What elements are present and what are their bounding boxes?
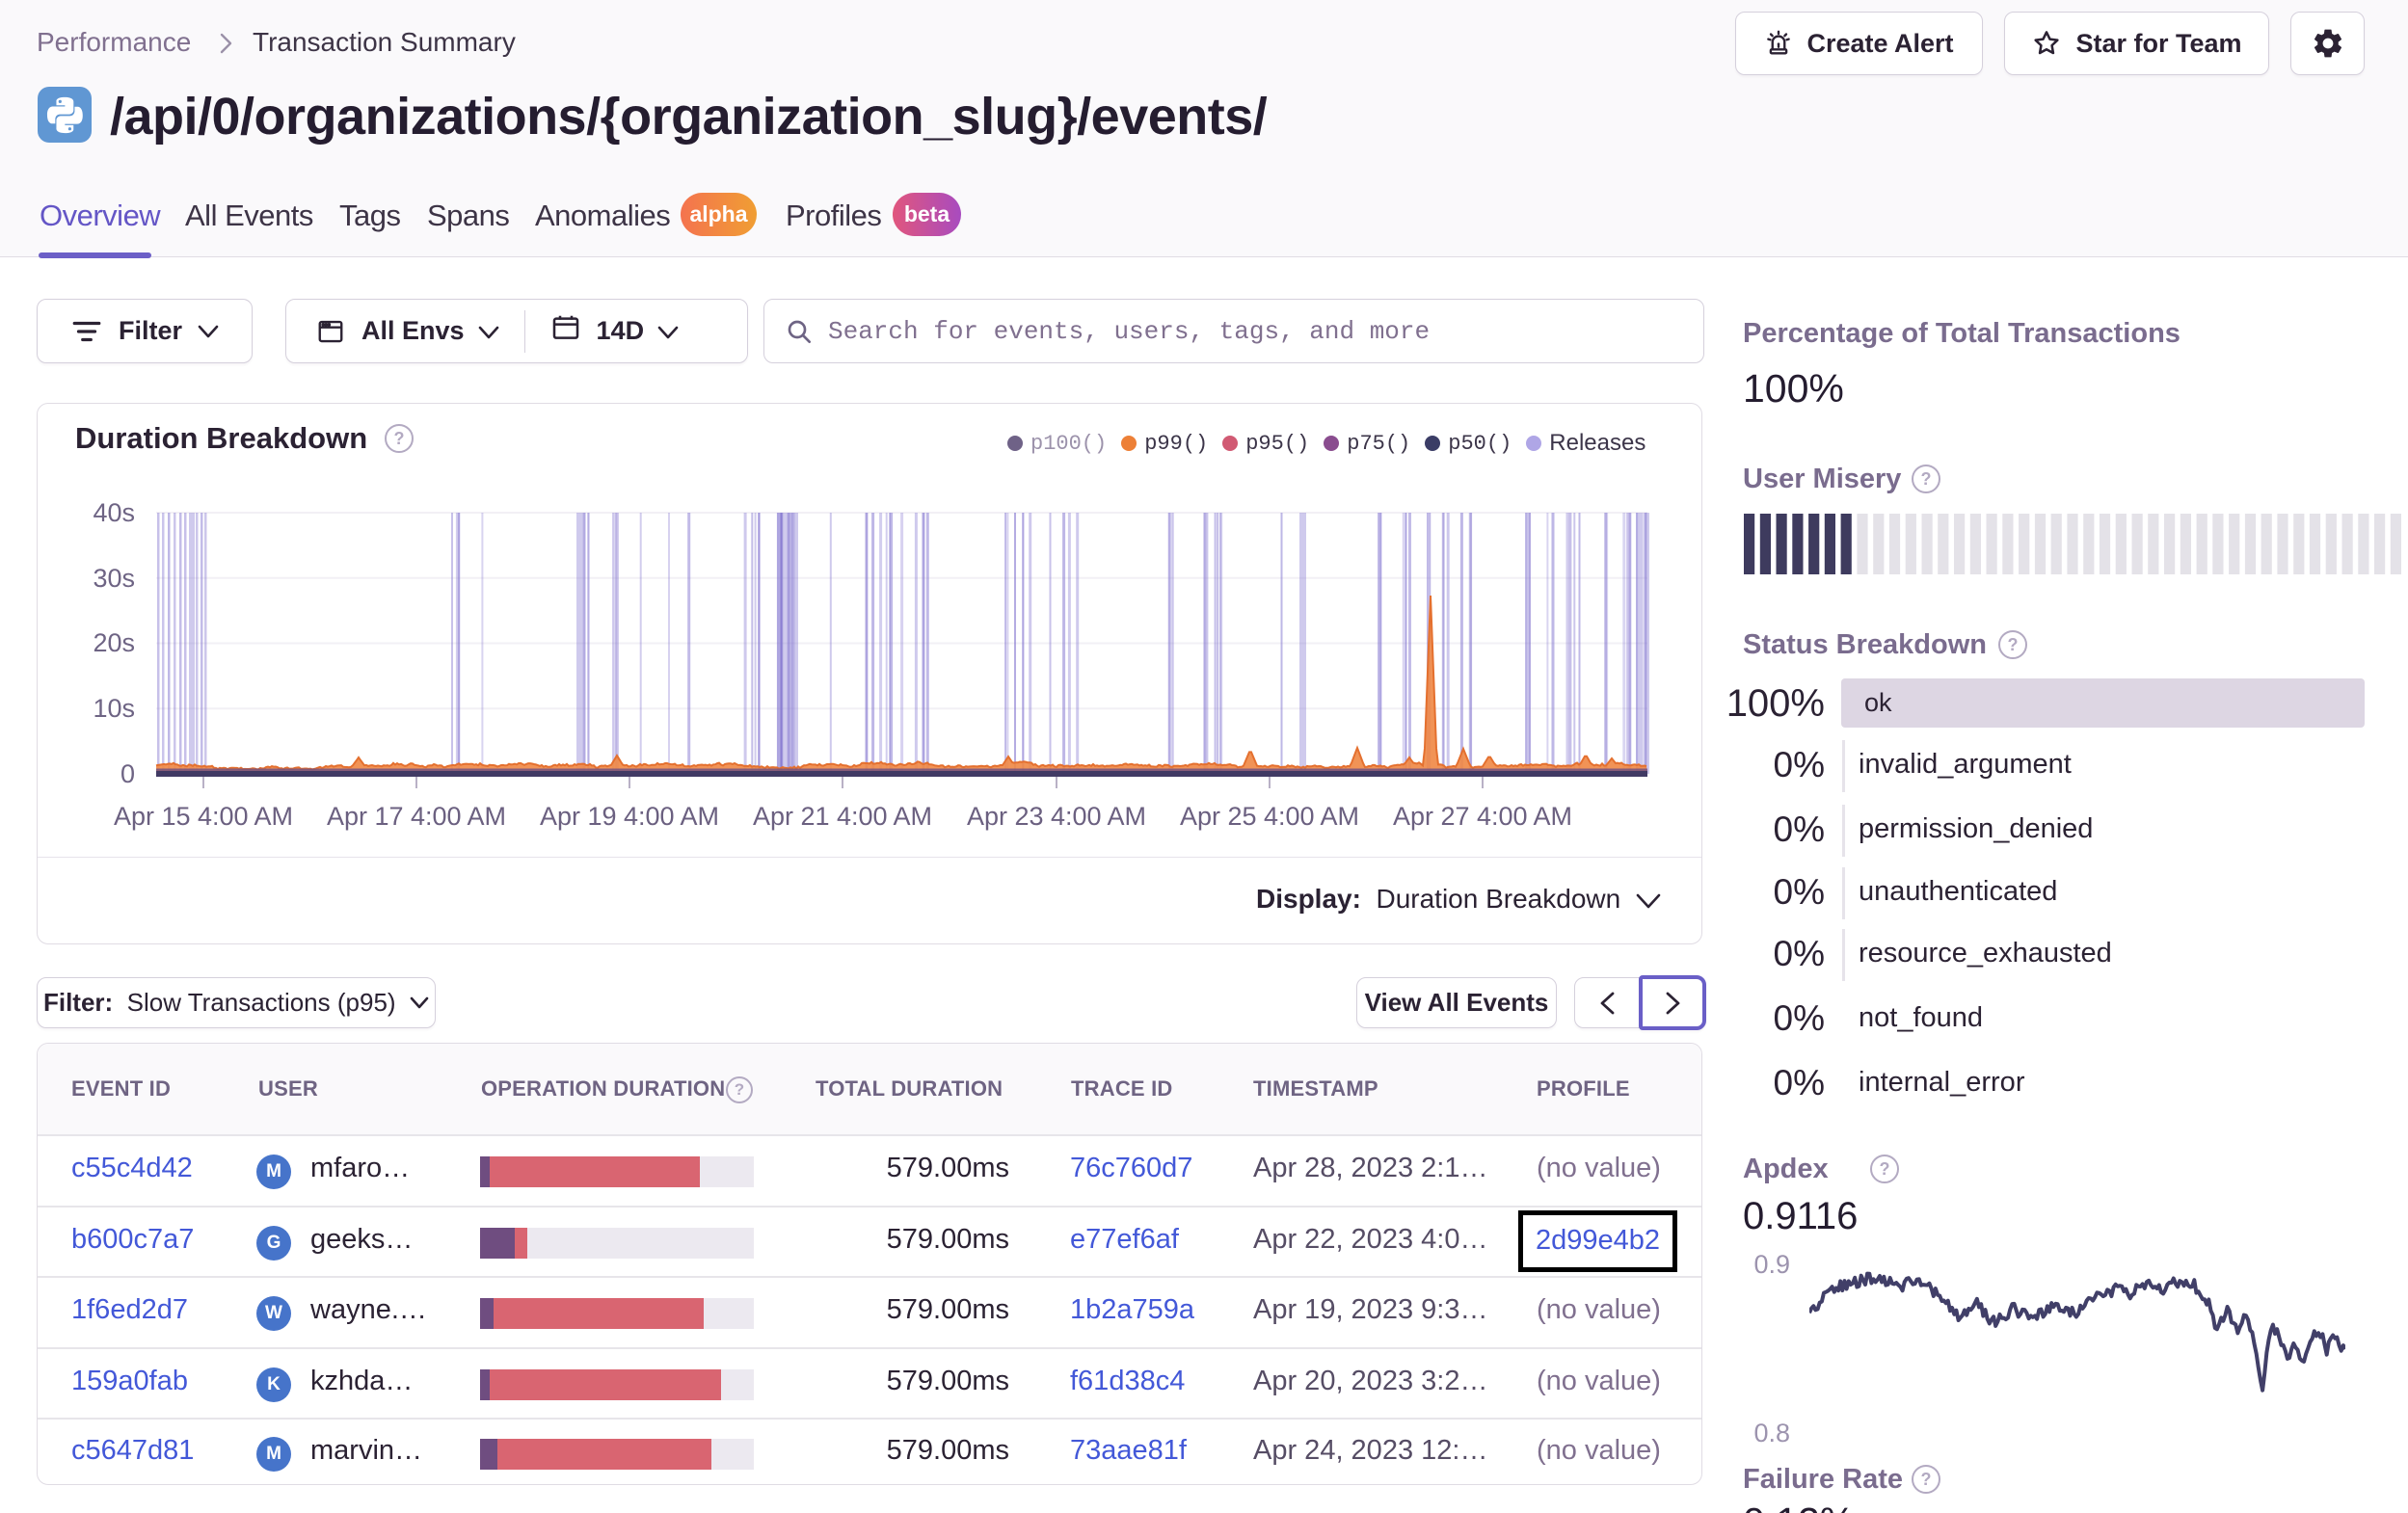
svg-text:Apr 25 4:00 AM: Apr 25 4:00 AM (1180, 802, 1359, 831)
svg-text:10s: 10s (93, 694, 135, 723)
svg-text:Apr 23 4:00 AM: Apr 23 4:00 AM (967, 802, 1146, 831)
svg-text:Apr 15 4:00 AM: Apr 15 4:00 AM (114, 802, 293, 831)
svg-text:Apr 19 4:00 AM: Apr 19 4:00 AM (540, 802, 719, 831)
svg-text:40s: 40s (93, 498, 135, 527)
svg-text:Apr 27 4:00 AM: Apr 27 4:00 AM (1393, 802, 1572, 831)
svg-text:20s: 20s (93, 628, 135, 657)
svg-text:0: 0 (120, 759, 135, 788)
svg-text:30s: 30s (93, 564, 135, 593)
svg-text:Apr 21 4:00 AM: Apr 21 4:00 AM (753, 802, 932, 831)
svg-text:Apr 17 4:00 AM: Apr 17 4:00 AM (327, 802, 506, 831)
